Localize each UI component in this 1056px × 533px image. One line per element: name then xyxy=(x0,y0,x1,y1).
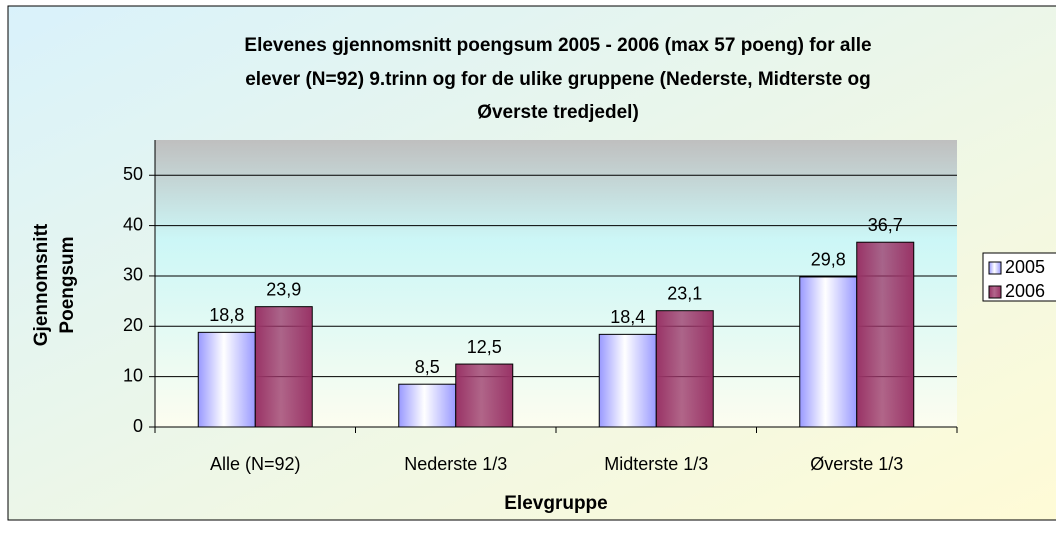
value-label: 23,1 xyxy=(667,283,702,303)
bar xyxy=(398,383,457,428)
bar xyxy=(455,363,514,428)
value-label: 12,5 xyxy=(467,337,502,357)
value-label: 18,8 xyxy=(209,305,244,325)
value-label: 8,5 xyxy=(415,357,440,377)
y-axis-title: Poengsum xyxy=(57,236,78,333)
chart-title: elever (N=92) 9.trinn og for de ulike gr… xyxy=(245,69,871,90)
bar xyxy=(655,310,714,428)
x-axis-title: Elevgruppe xyxy=(504,493,607,514)
chart-title: Elevenes gjennomsnitt poengsum 2005 - 20… xyxy=(244,35,871,56)
legend-swatch xyxy=(988,261,1002,275)
y-tick-label: 0 xyxy=(133,416,143,436)
bar xyxy=(197,331,256,428)
x-tick-label: Alle (N=92) xyxy=(210,454,301,474)
legend-swatch xyxy=(988,285,1002,299)
bar xyxy=(598,333,657,428)
y-tick-label: 50 xyxy=(123,164,143,184)
chart-title: Øverste tredjedel) xyxy=(477,102,639,123)
value-label: 23,9 xyxy=(266,279,301,299)
y-tick-label: 20 xyxy=(123,315,143,335)
y-tick-label: 30 xyxy=(123,265,143,285)
legend-label: 2006 xyxy=(1005,281,1045,301)
y-tick-label: 10 xyxy=(123,365,143,385)
value-label: 29,8 xyxy=(811,250,846,270)
y-axis-title: Gjennomsnitt xyxy=(31,223,52,346)
x-tick-label: Øverste 1/3 xyxy=(810,454,903,474)
bar xyxy=(799,276,858,428)
bar xyxy=(856,241,915,428)
legend-label: 2005 xyxy=(1005,257,1045,277)
x-tick-label: Midterste 1/3 xyxy=(604,454,708,474)
value-label: 36,7 xyxy=(868,215,903,235)
value-label: 18,4 xyxy=(610,307,645,327)
y-tick-label: 40 xyxy=(123,214,143,234)
bar xyxy=(254,306,313,428)
x-tick-label: Nederste 1/3 xyxy=(404,454,507,474)
